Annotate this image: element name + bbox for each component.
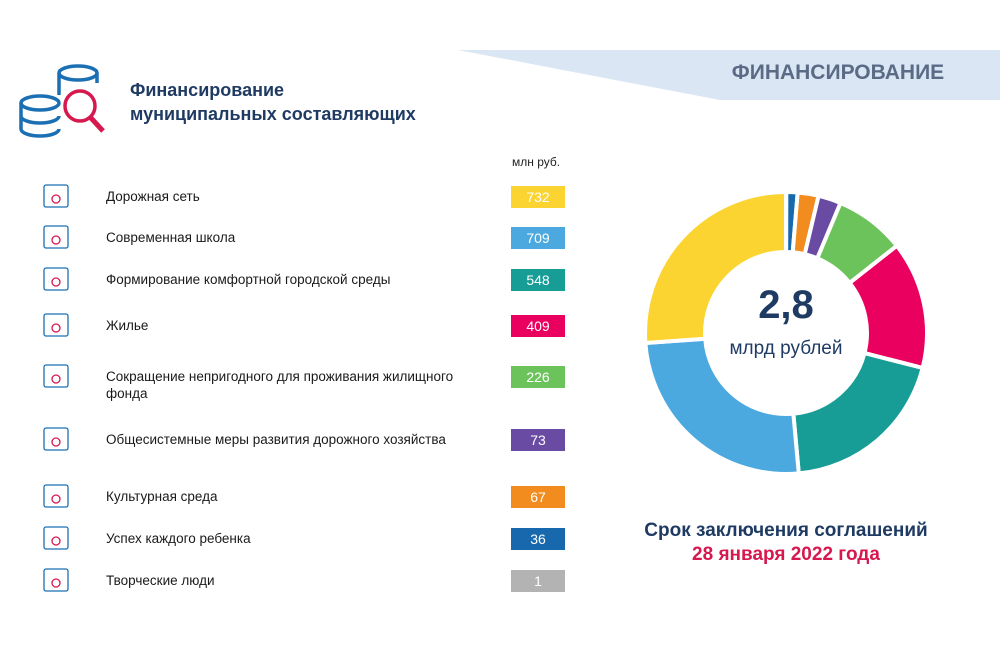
- category-label: Дорожная сеть: [106, 189, 200, 204]
- icon-part: [51, 578, 61, 588]
- row-icon: [43, 184, 69, 208]
- center-unit: млрд рублей: [729, 338, 842, 359]
- icon-part: [43, 313, 69, 337]
- section-banner: [458, 50, 1000, 100]
- footer-line2: 28 января 2022 года: [692, 544, 880, 565]
- value-box: [511, 269, 565, 291]
- row-icon: [43, 427, 69, 451]
- value-label: 73: [530, 432, 546, 448]
- row-icon: [43, 267, 69, 291]
- icon-part: [51, 536, 61, 546]
- value-label: 709: [526, 230, 550, 246]
- icon-part: [43, 427, 69, 451]
- row-icon: [43, 225, 69, 249]
- value-label: 226: [526, 369, 550, 385]
- value-box: [511, 528, 565, 550]
- row-icon: [43, 364, 69, 388]
- icon-part: [51, 494, 61, 504]
- icon-part: [51, 194, 61, 204]
- category-label: Сокращение непригодного для проживания ж…: [106, 369, 454, 401]
- value-box: [511, 315, 565, 337]
- row-icon: [43, 526, 69, 550]
- icon-part: [51, 277, 61, 287]
- icon-part: [43, 484, 69, 508]
- center-value: 2,8: [758, 283, 814, 327]
- category-label: Успех каждого ребенка: [106, 531, 251, 546]
- value-box: [511, 486, 565, 508]
- row-icon: [43, 568, 69, 592]
- value-box: [511, 570, 565, 592]
- icon-part: [51, 323, 61, 333]
- row-icon: [43, 484, 69, 508]
- donut-segment: [643, 189, 788, 346]
- row-icon: [43, 313, 69, 337]
- icon-part: [43, 364, 69, 388]
- value-label: 36: [530, 531, 546, 547]
- section-title: ФИНАНСИРОВАНИЕ: [732, 61, 944, 84]
- footer-line1: Срок заключения соглашений: [644, 520, 927, 541]
- donut-segment: [643, 336, 801, 476]
- icon-part: [43, 267, 69, 291]
- title-line: муниципальных составляющих: [130, 104, 416, 124]
- icon-part: [51, 235, 61, 245]
- value-box: [511, 366, 565, 388]
- value-box: [511, 429, 565, 451]
- value-box: [511, 186, 565, 208]
- value-label: 409: [526, 318, 550, 334]
- icon-part: [43, 526, 69, 550]
- icon-part: [51, 437, 61, 447]
- category-label: Формирование комфортной городской среды: [106, 272, 391, 287]
- category-label: Современная школа: [106, 230, 236, 245]
- icon-part: [43, 225, 69, 249]
- icon-part: [43, 184, 69, 208]
- category-label: Жилье: [106, 318, 149, 333]
- category-label: Культурная среда: [106, 489, 218, 504]
- icon-part: [43, 568, 69, 592]
- unit-label: млн руб.: [512, 155, 561, 169]
- category-label: Творческие люди: [106, 573, 215, 588]
- value-label: 1: [534, 573, 542, 589]
- donut-segment: [791, 350, 926, 476]
- category-label: Общесистемные меры развития дорожного хо…: [106, 432, 446, 447]
- value-label: 67: [530, 489, 546, 505]
- value-label: 548: [526, 272, 550, 288]
- icon-part: [51, 374, 61, 384]
- value-box: [511, 227, 565, 249]
- logo-icon: [19, 64, 105, 138]
- title-line: Финансирование: [130, 80, 285, 100]
- value-label: 732: [526, 189, 550, 205]
- title: Финансирование муниципальных составляющих: [130, 78, 416, 126]
